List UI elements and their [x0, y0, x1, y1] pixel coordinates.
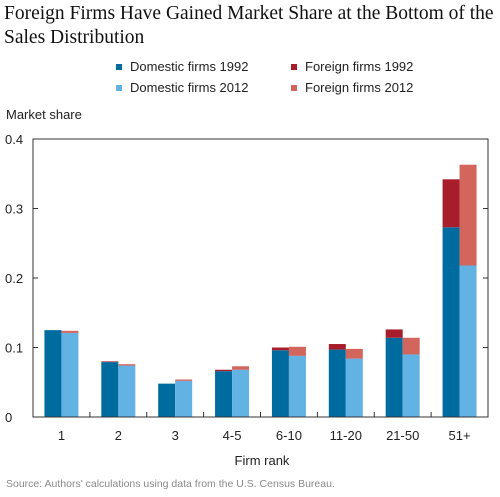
bar-domestic-1992 [385, 337, 403, 417]
x-tick-label: 2 [115, 428, 122, 443]
bar-foreign-2012 [459, 164, 477, 266]
bar-domestic-1992 [101, 362, 119, 417]
y-tick-label: 0 [5, 410, 12, 425]
bar-domestic-2012 [402, 354, 420, 417]
legend-swatch-domestic-2012 [116, 85, 122, 91]
y-tick-label: 0.4 [5, 132, 23, 147]
y-tick-label: 0.1 [5, 341, 23, 356]
bar-domestic-1992 [44, 330, 62, 417]
bar-foreign-2012 [175, 379, 193, 381]
bar-domestic-1992 [215, 371, 233, 417]
bar-domestic-2012 [232, 369, 250, 417]
x-tick-label: 3 [172, 428, 179, 443]
x-tick-label: 4-5 [223, 428, 242, 443]
bar-foreign-2012 [232, 366, 250, 370]
bar-foreign-2012 [402, 337, 420, 355]
bar-foreign-1992 [442, 179, 460, 228]
bar-foreign-1992 [101, 361, 119, 363]
bar-foreign-1992 [328, 344, 346, 350]
bar-foreign-2012 [288, 346, 306, 356]
chart-title: Foreign Firms Have Gained Market Share a… [4, 3, 494, 48]
x-axis-title: Firm rank [235, 453, 290, 468]
x-tick-label: 1 [58, 428, 65, 443]
axes-group: 0 0.1 0.2 0.3 0.4 1 2 3 4-5 6-10 11-20 21-50 51+ [5, 132, 489, 443]
bar-foreign-1992 [215, 369, 233, 372]
bar-domestic-2012 [459, 265, 477, 417]
y-axis-title: Market share [6, 107, 82, 122]
plot-frame [32, 138, 489, 418]
bars-group [44, 164, 477, 417]
x-tick-label: 6-10 [276, 428, 302, 443]
bar-domestic-2012 [118, 365, 136, 417]
legend-swatch-domestic-1992 [116, 64, 122, 70]
x-tick-label: 21-50 [386, 428, 419, 443]
bar-foreign-2012 [61, 330, 79, 333]
source-note: Source: Authors' calculations using data… [6, 478, 335, 490]
bar-foreign-1992 [385, 329, 403, 338]
bar-domestic-1992 [442, 227, 460, 417]
bar-foreign-2012 [118, 364, 136, 366]
legend-label-domestic-1992: Domestic firms 1992 [130, 59, 249, 74]
bar-foreign-1992 [271, 347, 289, 351]
x-tick-label: 51+ [449, 428, 471, 443]
bar-domestic-1992 [328, 349, 346, 417]
legend-swatch-foreign-1992 [291, 64, 297, 70]
legend-label-domestic-2012: Domestic firms 2012 [130, 80, 249, 95]
bar-domestic-2012 [345, 358, 363, 417]
legend-label-foreign-1992: Foreign firms 1992 [305, 59, 414, 74]
y-tick-label: 0.2 [5, 271, 23, 286]
legend-swatch-foreign-2012 [291, 85, 297, 91]
bar-domestic-1992 [271, 350, 289, 417]
bar-domestic-2012 [61, 332, 79, 417]
bar-foreign-2012 [345, 348, 363, 359]
bar-chart: 0 0.1 0.2 0.3 0.4 1 2 3 4-5 6-10 11-20 21-50 51+ Fir… [5, 132, 489, 468]
bar-domestic-2012 [288, 355, 306, 417]
bar-domestic-2012 [175, 380, 193, 417]
y-tick-label: 0.3 [5, 202, 23, 217]
bar-domestic-1992 [158, 383, 176, 417]
legend-label-foreign-2012: Foreign firms 2012 [305, 80, 414, 95]
x-tick-label: 11-20 [330, 428, 362, 443]
